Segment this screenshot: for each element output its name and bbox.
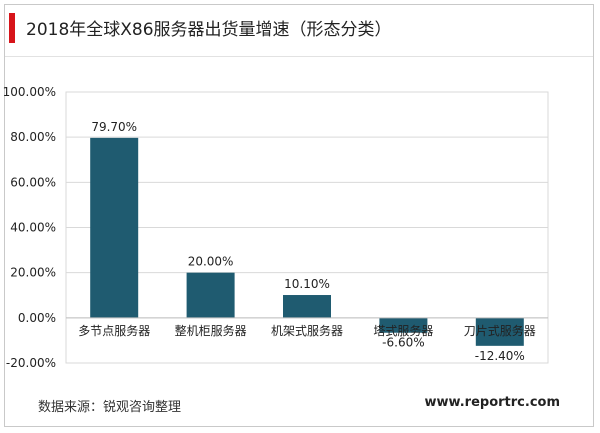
category-label: 机架式服务器	[271, 323, 343, 338]
y-tick-label: 0.00%	[18, 311, 56, 325]
y-tick-label: 80.00%	[10, 130, 56, 144]
y-tick-label: 100.00%	[3, 85, 56, 99]
bar	[283, 295, 331, 318]
y-tick-label: 20.00%	[10, 266, 56, 280]
title-divider	[5, 56, 593, 57]
bar	[90, 137, 139, 318]
data-label: 20.00%	[188, 255, 234, 269]
y-tick-label: 40.00%	[10, 221, 56, 235]
data-label: -12.40%	[475, 349, 525, 363]
y-tick-label: -20.00%	[6, 356, 56, 370]
chart-title: 2018年全球X86服务器出货量增速（形态分类）	[26, 20, 392, 40]
category-label: 塔式服务器	[373, 323, 433, 338]
bar	[379, 317, 428, 333]
category-label: 多节点服务器	[78, 323, 150, 338]
y-axis-ticks: -20.00% 0.00% 20.00% 40.00% 60.00% 80.00% 100.…	[3, 85, 56, 370]
bar	[475, 317, 524, 346]
category-label: 刀片式服务器	[464, 323, 536, 338]
bars	[90, 137, 524, 346]
category-label: 整机柜服务器	[175, 323, 247, 338]
data-label: 79.70%	[91, 120, 137, 134]
data-labels: 79.70% 20.00% 10.10% -6.60% -12.40%	[91, 120, 525, 363]
category-labels: 多节点服务器 整机柜服务器 机架式服务器 塔式服务器 刀片式服务器	[78, 323, 536, 338]
y-tick-label: 60.00%	[10, 175, 56, 189]
data-source: 数据来源：锐观咨询整理	[38, 400, 182, 415]
title-accent-bar	[9, 13, 15, 43]
data-label: -6.60%	[382, 336, 424, 350]
data-label: 10.10%	[284, 277, 330, 291]
bar	[186, 272, 235, 318]
website-url: www.reportrc.com	[424, 395, 560, 410]
